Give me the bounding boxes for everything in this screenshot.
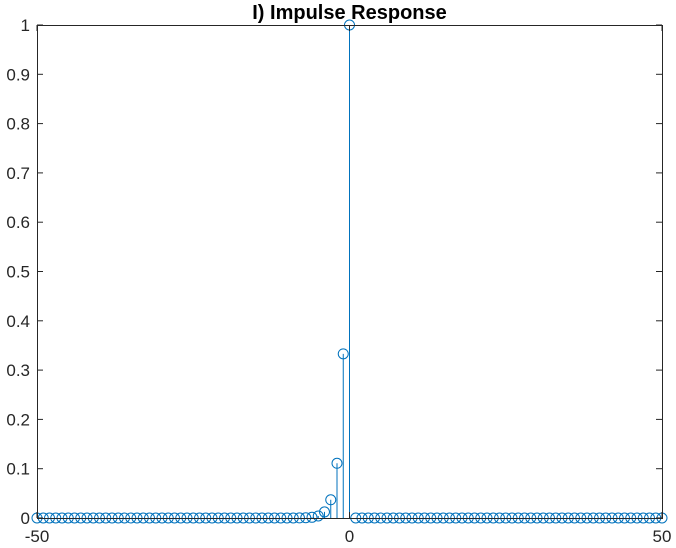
y-tick-label: 0.2: [6, 410, 30, 429]
y-tick-label: 0.1: [6, 460, 30, 479]
stem-marker: [325, 494, 337, 506]
axis-ticks: [36, 24, 663, 519]
stem-marker: [337, 348, 349, 360]
y-tick-label: 0.9: [6, 65, 30, 84]
y-tick-label: 0.8: [6, 115, 30, 134]
stem-marker: [331, 457, 343, 469]
stem-marker: [306, 511, 318, 523]
stem-marker: [312, 510, 324, 522]
y-tick-label: 0: [21, 509, 30, 528]
x-tick-label: 0: [345, 527, 354, 546]
x-tick-label: -50: [25, 527, 50, 546]
y-tick-label: 0.6: [6, 213, 30, 232]
stem-marker: [300, 512, 312, 524]
stem-lines: [311, 25, 350, 518]
y-tick-label: 0.7: [6, 164, 30, 183]
stem-marker: [294, 512, 305, 524]
y-tick-label: 0.5: [6, 263, 30, 282]
y-tick-label: 0.3: [6, 361, 30, 380]
chart-title: I) Impulse Response: [252, 2, 447, 24]
y-tick-label: 0.4: [6, 312, 30, 331]
stem-marker: [319, 506, 330, 518]
y-tick-label: 1: [21, 16, 30, 35]
x-tick-label: 50: [653, 527, 672, 546]
